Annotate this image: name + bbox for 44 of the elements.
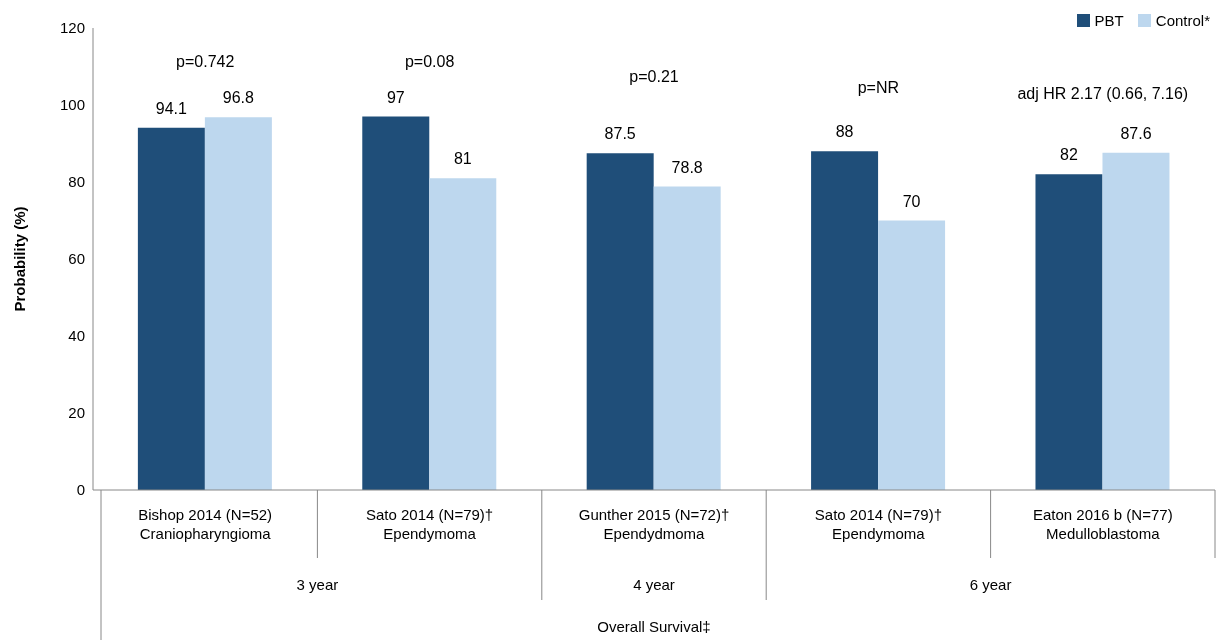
text: 4 year [633, 576, 675, 593]
data-label: 78.8 [671, 158, 703, 176]
data-label: 87.6 [1120, 124, 1152, 142]
data-label: 87.5 [604, 125, 636, 143]
y-axis-title: Probability (%) [11, 206, 29, 312]
data-label: 94.1 [155, 99, 188, 117]
annotation: adj HR 2.17 (0.66, 7.16) [1017, 85, 1189, 103]
y-tick-label: 100 [59, 96, 85, 114]
bar [362, 116, 430, 490]
bar [1035, 174, 1103, 490]
legend-label: Control* [1155, 12, 1210, 29]
data-label: 81 [453, 150, 472, 168]
bar [137, 127, 205, 490]
data-label: 88 [835, 123, 854, 141]
bar [1102, 152, 1170, 490]
annotation: p=0.21 [629, 67, 679, 85]
annotation: p=NR [857, 79, 900, 97]
data-label: 96.8 [222, 89, 255, 107]
x-tick-label: Eaton 2016 b (N=77) Medulloblastoma [1032, 506, 1173, 542]
bar [586, 153, 654, 490]
bar [878, 220, 946, 490]
y-tick-label: 20 [68, 404, 85, 422]
legend-label: PBT [1094, 12, 1124, 29]
x-tick-label: Sato 2014 (N=79)† Ependymoma [366, 506, 494, 542]
y-tick-label: 120 [59, 19, 85, 37]
data-label: 97 [386, 88, 405, 106]
y-tick-label: 40 [68, 327, 85, 345]
text: 3 year [296, 576, 339, 593]
bar [204, 117, 272, 490]
y-tick-label: 80 [68, 173, 85, 191]
y-tick-label: 0 [76, 481, 85, 499]
y-tick-label: 60 [68, 250, 85, 268]
x-tick-label: Gunther 2015 (N=72)† Ependydmoma [578, 506, 730, 542]
x-tick-label: Sato 2014 (N=79)† Ependymoma [814, 506, 942, 542]
text: 6 year [969, 576, 1012, 593]
bar [429, 178, 497, 490]
text: Overall Survival‡ [597, 618, 711, 635]
bar [811, 151, 879, 490]
x-tick-label: Bishop 2014 (N=52) Craniopharyngioma [138, 506, 273, 542]
annotation: p=0.742 [176, 52, 235, 70]
data-label: 70 [902, 192, 921, 210]
data-label: 82 [1060, 146, 1078, 164]
bar [653, 186, 721, 490]
annotation: p=0.08 [404, 52, 455, 70]
